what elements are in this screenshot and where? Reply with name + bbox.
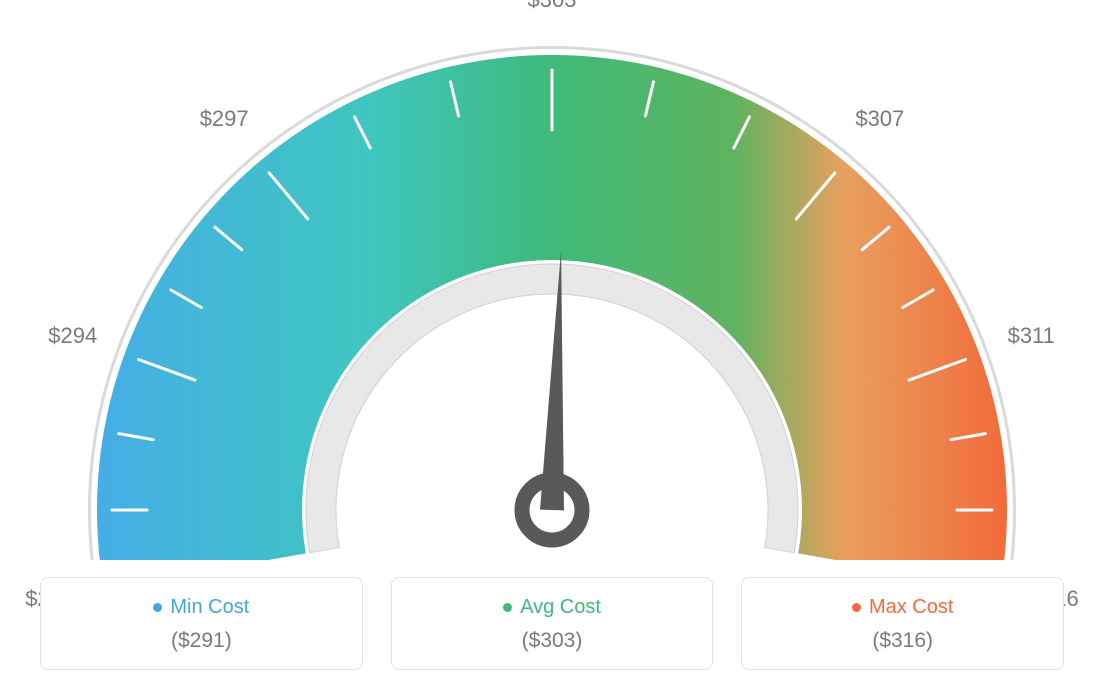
avg-cost-card: Avg Cost ($303) — [391, 577, 714, 670]
min-cost-label: Min Cost — [170, 596, 249, 619]
min-cost-value: ($291) — [41, 629, 362, 653]
gauge-tick-label: $294 — [48, 323, 97, 349]
gauge-svg — [0, 0, 1104, 560]
min-cost-title: Min Cost — [153, 596, 249, 619]
avg-cost-title: Avg Cost — [503, 596, 601, 619]
gauge-tick-label: $311 — [1008, 323, 1055, 349]
max-cost-title: Max Cost — [852, 596, 953, 619]
summary-cards: Min Cost ($291) Avg Cost ($303) Max Cost… — [40, 577, 1064, 670]
gauge-area: $291$294$297$303$307$311$316 — [0, 0, 1104, 560]
avg-cost-label: Avg Cost — [520, 596, 601, 619]
avg-dot-icon — [503, 603, 512, 612]
min-dot-icon — [153, 603, 162, 612]
max-dot-icon — [852, 603, 861, 612]
min-cost-card: Min Cost ($291) — [40, 577, 363, 670]
gauge-tick-label: $307 — [855, 106, 904, 132]
gauge-tick-label: $297 — [200, 106, 249, 132]
max-cost-card: Max Cost ($316) — [741, 577, 1064, 670]
max-cost-label: Max Cost — [869, 596, 953, 619]
chart-container: $291$294$297$303$307$311$316 Min Cost ($… — [0, 0, 1104, 690]
avg-cost-value: ($303) — [392, 629, 713, 653]
max-cost-value: ($316) — [742, 629, 1063, 653]
gauge-tick-label: $303 — [528, 0, 577, 13]
